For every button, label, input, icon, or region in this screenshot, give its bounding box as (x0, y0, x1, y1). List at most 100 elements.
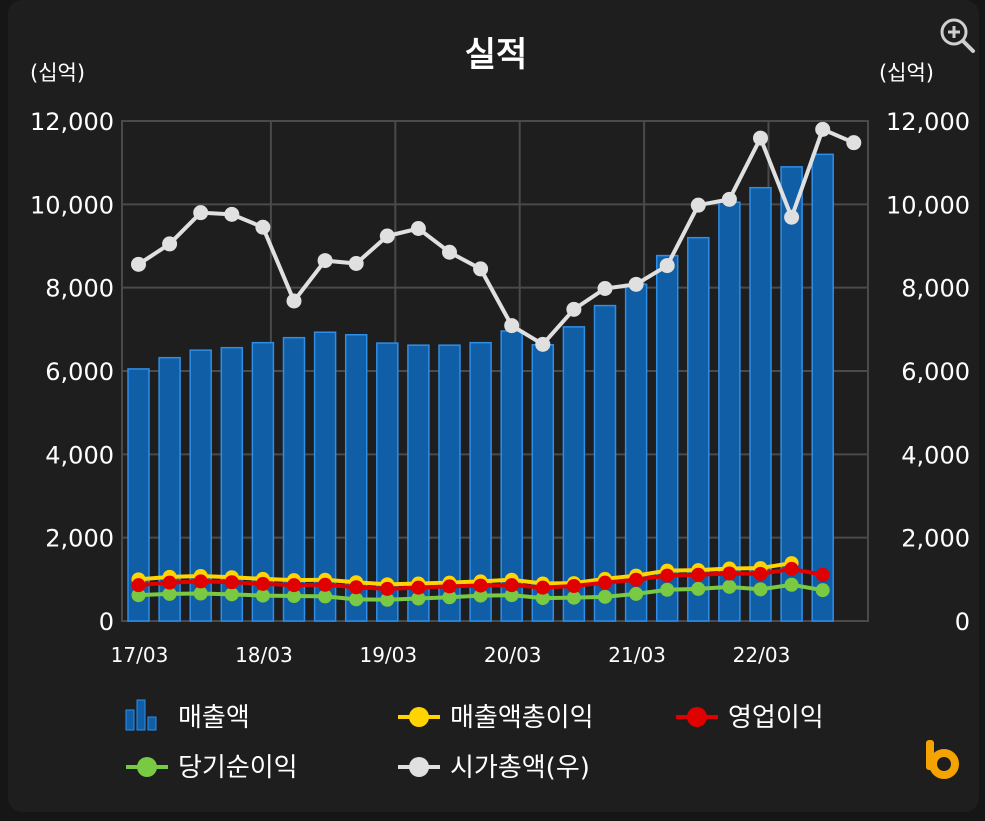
data-point (442, 244, 457, 260)
x-tick-label: 21/03 (608, 643, 666, 667)
data-point (162, 236, 178, 252)
data-point (349, 592, 364, 607)
y-tick-label-left: 8,000 (45, 275, 114, 303)
x-tick-label: 20/03 (484, 643, 542, 667)
data-point (753, 566, 768, 581)
data-point (317, 253, 333, 269)
line-marker-icon (398, 707, 440, 727)
data-point (598, 575, 612, 590)
revenue-bar (407, 344, 430, 622)
legend-item[interactable]: 매출액총이익 (398, 703, 594, 733)
x-axis: 17/03 18/03 19/03 20/03 21/03 22/03 (111, 643, 791, 667)
data-point (722, 566, 737, 581)
data-point (379, 228, 395, 244)
revenue-bar (811, 153, 834, 622)
data-point (629, 586, 644, 601)
y-tick-label-right: 8,000 (901, 275, 970, 303)
legend-label: 시가총액(우) (450, 753, 590, 783)
data-point (411, 580, 426, 595)
revenue-bar (718, 201, 741, 622)
revenue-bar (282, 336, 306, 622)
revenue-bar (687, 236, 710, 622)
revenue-bar (313, 331, 337, 622)
data-point (442, 579, 457, 594)
data-point (287, 589, 301, 603)
data-point (131, 256, 146, 272)
data-point (410, 221, 426, 236)
series-line (138, 561, 792, 587)
y-tick-label-right: 6,000 (901, 358, 970, 386)
data-point (473, 588, 488, 603)
data-point (597, 281, 613, 296)
data-point (193, 574, 208, 589)
data-point (255, 219, 271, 235)
data-point (255, 576, 270, 591)
revenue-bar (376, 342, 399, 622)
legend-item[interactable]: 당기순이익 (126, 753, 298, 783)
legend-item[interactable]: 영업이익 (676, 703, 824, 733)
revenue-bar (562, 326, 586, 622)
data-point (691, 581, 706, 596)
data-point (380, 592, 395, 607)
data-point (691, 567, 706, 582)
y-tick-label-left: 2,000 (45, 525, 114, 553)
revenue-bar (469, 341, 492, 622)
legend-item[interactable]: 매출액 (125, 699, 250, 733)
bar-chart-icon (125, 699, 157, 731)
data-point (815, 121, 831, 137)
line-marker-icon (398, 757, 440, 777)
x-tick-label: 22/03 (733, 643, 791, 667)
x-tick-label: 17/03 (111, 643, 169, 667)
legend-item[interactable]: 시가총액(우) (398, 753, 590, 783)
data-point (224, 587, 239, 602)
data-point (255, 588, 270, 603)
series-line (137, 126, 855, 347)
brand-logo-icon (926, 740, 959, 779)
data-point (535, 591, 550, 606)
data-point (815, 583, 830, 598)
data-point (784, 561, 799, 576)
y-tick-label-left: 6,000 (45, 358, 114, 386)
revenue-bar (749, 186, 772, 622)
data-point (721, 191, 737, 207)
data-point (411, 591, 426, 606)
data-point (162, 586, 177, 601)
left-axis-unit: (십억) (30, 61, 85, 85)
data-point (784, 577, 799, 592)
y-tick-label-right: 12,000 (886, 108, 970, 136)
data-point (224, 575, 239, 590)
y-tick-label-left: 0 (99, 608, 114, 636)
y-tick-label-right: 4,000 (901, 441, 970, 469)
data-point (131, 578, 146, 593)
revenue-bar (655, 254, 679, 622)
chart-canvas: 실적 (십억) (십억) 0 2,000 4,000 6,000 8,000 10,000… (30, 18, 975, 783)
y-tick-label-left: 10,000 (30, 191, 114, 219)
revenue-bar (344, 334, 368, 622)
data-point (566, 590, 581, 605)
x-tick-label: 18/03 (235, 643, 293, 667)
revenue-bar (127, 368, 150, 622)
revenue-bar (220, 346, 244, 622)
data-point (846, 135, 862, 151)
legend-label: 당기순이익 (178, 753, 298, 783)
data-point (224, 206, 240, 222)
y-tick-label-right: 2,000 (901, 525, 970, 553)
zoom-in-icon[interactable] (940, 18, 975, 53)
data-point (473, 578, 488, 593)
data-point (753, 130, 768, 146)
data-point (629, 572, 644, 587)
data-point (286, 293, 302, 309)
series-영업이익 (131, 561, 830, 596)
revenue-bar (251, 341, 275, 622)
data-point (318, 577, 333, 592)
y-tick-label-right: 10,000 (886, 191, 970, 219)
data-point (660, 582, 675, 597)
data-point (349, 580, 364, 595)
data-point (442, 590, 457, 605)
y-axis-right: 0 2,000 4,000 6,000 8,000 10,000 12,000 (886, 108, 970, 636)
data-point (380, 581, 395, 596)
y-axis-left: 0 2,000 4,000 6,000 8,000 10,000 12,000 (30, 108, 114, 636)
chart-card: 실적 (십억) (십억) 0 2,000 4,000 6,000 8,000 10,000… (8, 0, 979, 812)
data-point (318, 589, 333, 604)
